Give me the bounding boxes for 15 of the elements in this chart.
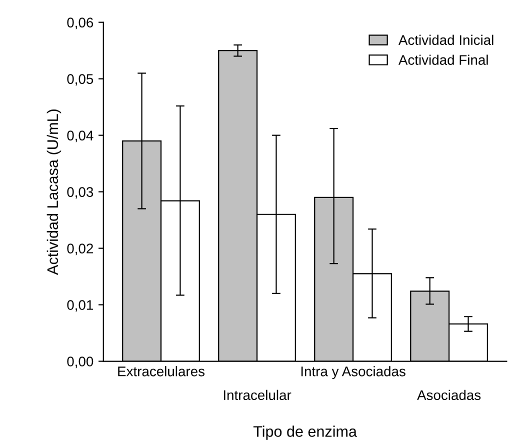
y-tick-label: 0,00 [67,356,94,368]
legend-label: Actividad Final [398,54,488,65]
legend-label: Actividad Inicial [398,34,494,45]
x-tick-label: Extracelulares [118,366,205,376]
y-tick-label: 0,01 [67,300,94,312]
y-tick-label: 0,03 [67,187,94,199]
y-tick-label: 0,02 [67,244,93,256]
x-axis-title: Tipo de enzima [253,426,357,440]
y-tick-label: 0,06 [67,18,94,30]
y-axis-title: Actividad Lacasa (U/mL) [46,110,62,275]
x-tick-label: Intracelular [224,390,292,400]
y-tick-label: 0,05 [67,74,94,86]
y-tick-label: 0,04 [67,130,94,142]
x-tick-label: Intra y Asociadas [301,366,406,380]
x-tick-label: Asociadas [417,390,481,400]
